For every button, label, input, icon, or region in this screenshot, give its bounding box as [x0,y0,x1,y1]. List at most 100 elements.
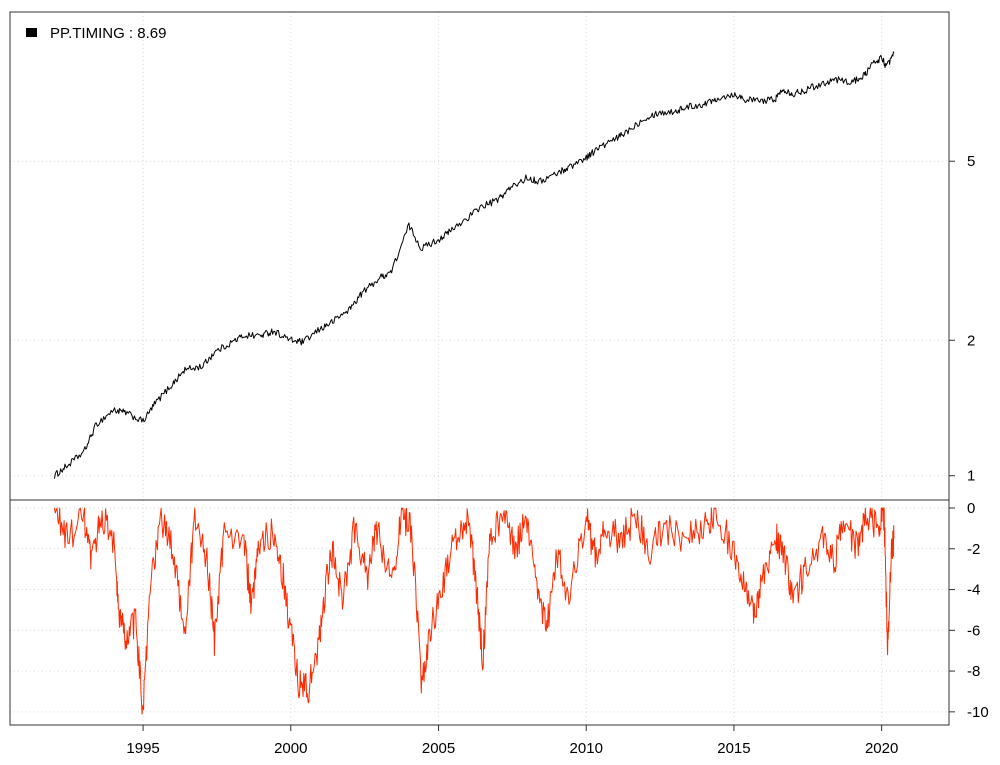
drawdown-data-point [443,579,444,580]
equity-series-line [53,51,895,479]
equity-data-point [214,352,215,353]
equity-data-point [450,230,451,231]
legend: PP.TIMING : 8.69 [26,25,166,42]
drawdown-data-point [475,579,476,580]
drawdown-data-point [783,548,784,549]
equity-data-point [362,292,363,293]
drawdown-data-point [527,518,528,519]
x-tick-label: 1995 [126,740,159,757]
equity-data-point [54,475,55,476]
equity-data-point [332,321,333,322]
equity-data-point [871,64,872,65]
equity-data-point [202,366,203,367]
drawdown-data-point [514,548,515,549]
equity-data-point [893,53,894,54]
drawdown-data-point [150,589,151,590]
equity-data-point [261,335,262,336]
equity-data-point [864,75,865,76]
drawdown-data-point [298,681,299,682]
drawdown-data-point [664,528,665,529]
equity-data-point [763,101,764,102]
equity-data-point [231,342,232,343]
drawdown-data-point [568,599,569,600]
equity-data-point [320,328,321,329]
y-tick-label: -6 [967,622,980,639]
equity-data-point [586,157,587,158]
equity-data-point [273,330,274,331]
drawdown-data-point [605,528,606,529]
drawdown-data-point [101,514,102,515]
equity-data-point [184,369,185,370]
equity-data-point [539,181,540,182]
drawdown-data-point [844,518,845,519]
equity-data-point [834,79,835,80]
drawdown-data-point [135,620,136,621]
drawdown-data-point [733,548,734,549]
grid-layer [10,12,949,725]
y-tick-label: -2 [967,541,980,558]
equity-data-point [704,103,705,104]
drawdown-data-point [467,518,468,519]
drawdown-data-point [307,691,308,692]
x-tick-label: 2015 [717,740,750,757]
drawdown-data-point [887,650,888,651]
frame-layer [9,11,950,726]
drawdown-data-point [687,538,688,539]
drawdown-data-point [290,630,291,631]
drawdown-data-point [91,564,92,565]
drawdown-data-point [753,609,754,610]
y-tick-label: 2 [967,332,975,349]
equity-data-point [421,248,422,249]
equity-data-point [886,66,887,67]
drawdown-data-point [125,640,126,641]
equity-data-point [687,106,688,107]
drawdown-data-point [54,507,55,508]
drawdown-series-line [53,507,895,715]
equity-data-point [627,130,628,131]
y-tick-label: -8 [967,663,980,680]
drawdown-data-point [546,630,547,631]
y-tick-label: 0 [967,500,975,517]
drawdown-data-point [391,579,392,580]
equity-data-point [783,88,784,89]
equity-data-point [438,239,439,240]
drawdown-data-point [866,518,867,519]
drawdown-data-point [716,518,717,519]
drawdown-data-point [411,528,412,529]
equity-data-point [775,98,776,99]
equity-data-point [172,383,173,384]
equity-data-point [480,207,481,208]
equity-data-point [746,99,747,100]
drawdown-data-point [243,538,244,539]
equity-data-point [243,335,244,336]
equity-data-point [290,340,291,341]
drawdown-data-point [206,558,207,559]
drawdown-data-point [113,538,114,539]
drawdown-data-point [172,548,173,549]
equity-data-point [527,177,528,178]
drawdown-data-point [482,660,483,661]
drawdown-data-point [763,579,764,580]
drawdown-data-point [342,599,343,600]
equity-data-point [645,117,646,118]
equity-data-point [155,403,156,404]
drawdown-data-point [401,518,402,519]
drawdown-data-point [354,528,355,529]
series-layer [53,51,895,715]
axis-layer: 1995 2000 2005 2010 2015 2020 1 2 5 0 -2 -4 -6 -8 -10 [126,153,988,757]
drawdown-data-point [273,528,274,529]
equity-data-point [408,225,409,226]
drawdown-data-point [184,630,185,631]
drawdown-data-point [490,538,491,539]
drawdown-data-point [332,548,333,549]
equity-data-point [556,173,557,174]
drawdown-data-point [891,548,892,549]
drawdown-data-point [834,558,835,559]
equity-data-point [142,421,143,422]
drawdown-data-point [118,609,119,610]
drawdown-data-point [455,538,456,539]
equity-data-point [805,89,806,90]
equity-data-point [66,466,67,467]
equity-data-point [881,57,882,58]
